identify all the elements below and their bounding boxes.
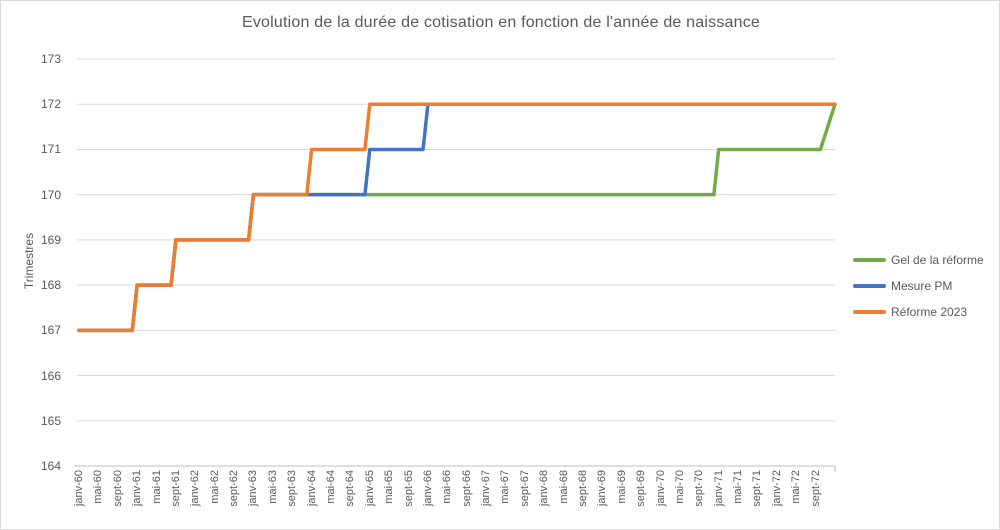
x-axis-tick-label: janv-60 <box>73 470 85 507</box>
x-axis-tick-label: sept-69 <box>635 470 648 507</box>
legend-item: Gel de la réforme <box>853 247 984 273</box>
legend-line-swatch-icon <box>853 284 886 288</box>
x-axis-tick-label: janv-63 <box>247 470 260 507</box>
x-axis-tick-label: mai-67 <box>499 470 512 504</box>
x-axis-tick-label: mai-66 <box>441 470 454 504</box>
y-axis-tick-label: 164 <box>40 459 61 473</box>
x-axis-tick-label: sept-65 <box>402 470 415 507</box>
y-axis-tick-label: 168 <box>40 278 61 293</box>
y-axis-tick-label: 171 <box>40 142 61 157</box>
series-line-mesure-pm <box>77 102 837 333</box>
legend-label: Réforme 2023 <box>891 305 968 319</box>
x-axis-tick-label: sept-67 <box>518 470 531 507</box>
x-axis-tick-label: sept-63 <box>286 470 299 507</box>
x-axis-tick-label: sept-71 <box>751 470 764 507</box>
legend-line-swatch-icon <box>853 310 886 314</box>
x-axis-tick-label: janv-61 <box>131 470 144 507</box>
x-axis-tick-label: sept-62 <box>228 470 241 507</box>
x-axis-tick-label: mai-72 <box>790 470 803 504</box>
y-axis-tick-label: 166 <box>40 368 61 383</box>
x-axis-tick-label: mai-64 <box>325 470 337 504</box>
x-axis-tick-label: janv-68 <box>538 470 551 507</box>
x-axis-tick-label: sept-68 <box>577 470 589 507</box>
x-axis-tick-label: janv-62 <box>189 470 202 507</box>
x-axis-tick-label: janv-64 <box>305 470 318 507</box>
x-axis-tick-label: janv-67 <box>480 470 493 507</box>
y-axis-tick-label: 173 <box>40 52 61 66</box>
x-axis-tick-label: mai-63 <box>266 470 279 504</box>
x-axis-tick-label: sept-72 <box>809 470 822 507</box>
x-axis-tick-label: mai-61 <box>150 470 163 504</box>
x-axis-tick-label: mai-65 <box>383 470 396 504</box>
legend-item: Mesure PM <box>853 273 984 299</box>
x-axis-tick-label: sept-66 <box>460 470 473 507</box>
y-axis-tick-label: 165 <box>40 413 61 428</box>
x-axis-tick-label: mai-68 <box>557 470 570 504</box>
legend-label: Gel de la réforme <box>891 253 984 267</box>
x-axis-tick-label: sept-70 <box>693 470 706 507</box>
x-axis-tick-label: janv-66 <box>421 470 434 507</box>
x-axis-tick-label: janv-71 <box>712 470 725 507</box>
y-axis-tick-label: 170 <box>40 187 61 202</box>
x-axis-tick-label: janv-69 <box>596 470 609 507</box>
x-axis-tick-label: janv-70 <box>654 470 667 507</box>
x-axis-tick-label: mai-62 <box>208 470 221 504</box>
x-axis-tick-label: sept-64 <box>344 470 357 507</box>
y-axis-tick-label: 169 <box>40 232 61 247</box>
x-axis-tick-label: mai-69 <box>615 470 628 504</box>
x-axis-tick-label: mai-60 <box>92 470 105 504</box>
x-axis-tick-label: sept-60 <box>111 470 124 507</box>
legend-item: Réforme 2023 <box>853 299 984 325</box>
legend-line-swatch-icon <box>853 258 886 262</box>
x-axis-tick-label: sept-61 <box>169 470 182 507</box>
legend-label: Mesure PM <box>891 279 953 293</box>
y-axis-tick-label: 167 <box>40 323 61 338</box>
chart-title: Evolution de la durée de cotisation en f… <box>241 14 761 31</box>
x-axis-tick-label: janv-65 <box>363 470 376 507</box>
x-axis-tick-label: janv-72 <box>770 470 783 507</box>
x-axis-tick-label: mai-70 <box>673 470 686 504</box>
series-line-r-forme-2023 <box>77 102 837 333</box>
series-line-gel-de-la-r-forme <box>77 102 837 333</box>
y-axis-tick-label: 172 <box>40 97 61 112</box>
x-axis-tick-label: mai-71 <box>732 470 745 504</box>
plot-area <box>74 58 837 472</box>
legend: Gel de la réforme Mesure PM Réforme 2023 <box>853 247 984 325</box>
